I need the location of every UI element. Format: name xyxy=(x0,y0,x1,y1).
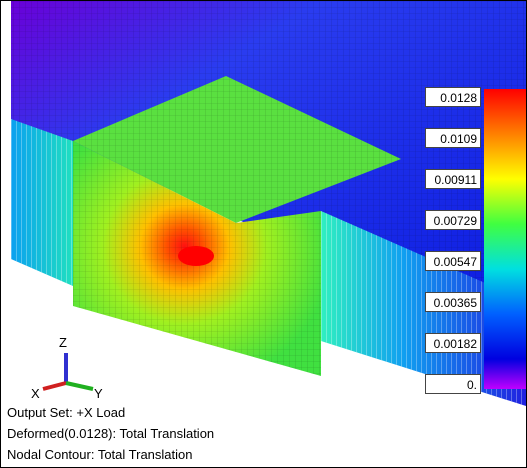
axis-triad: Z X Y xyxy=(31,335,103,401)
legend-label: 0.00911 xyxy=(425,169,481,189)
info-line: Nodal Contour: Total Translation xyxy=(7,447,192,462)
legend-label: 0.00182 xyxy=(425,333,481,353)
color-bar xyxy=(484,89,526,389)
legend-label: 0.00365 xyxy=(425,292,481,312)
legend-label: 0.0109 xyxy=(425,128,481,148)
info-line: Output Set: +X Load xyxy=(7,405,125,420)
legend-label: 0.00547 xyxy=(425,251,481,271)
axis-label-x: X xyxy=(31,386,40,401)
legend-label: 0.0128 xyxy=(425,87,481,107)
info-line: Deformed(0.0128): Total Translation xyxy=(7,426,214,441)
model-view: Z X Y xyxy=(1,1,526,467)
legend-label: 0. xyxy=(425,374,481,394)
legend-label: 0.00729 xyxy=(425,210,481,230)
axis-label-z: Z xyxy=(59,335,67,350)
axis-label-y: Y xyxy=(94,386,103,401)
viewport: Z X Y 0.0128 0.0109 0.00911 0.00729 0.00547 0… xyxy=(0,0,527,468)
